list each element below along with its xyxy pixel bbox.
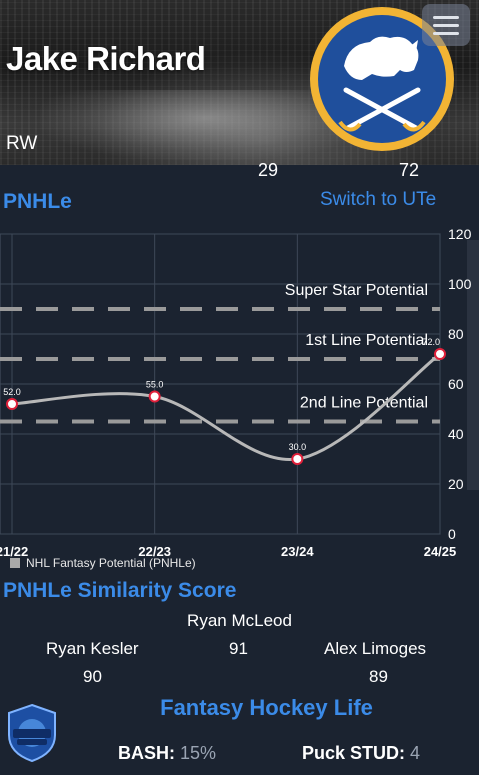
data-label: 55.0: [146, 380, 164, 390]
pnhle-section-title: PNHLe: [3, 190, 72, 213]
player-header: Jake Richard RW: [0, 0, 479, 165]
puck-stud-stat: Puck STUD: 4: [302, 743, 420, 764]
data-label: 72.0: [422, 337, 440, 347]
pnhle-chart: 0 20 40 60 80 100 120 21/22 22/23 23/24 24/25 Super…: [0, 222, 479, 562]
x-tick-label: 24/25: [424, 544, 457, 559]
hamburger-icon-line: [433, 31, 459, 35]
similarity-section-title: PNHLe Similarity Score: [3, 579, 237, 602]
legend-label: NHL Fantasy Potential (PNHLe): [26, 556, 196, 570]
fantasy-hockey-life-logo: [8, 703, 56, 763]
y-tick-label: 0: [448, 526, 456, 542]
bash-stat: BASH: 15%: [118, 743, 216, 764]
reference-line-label: 2nd Line Potential: [300, 395, 428, 412]
series-line: [11, 352, 441, 462]
data-point: [148, 390, 161, 403]
chart-legend: NHL Fantasy Potential (PNHLe): [10, 556, 196, 570]
similar-player-left-score: 90: [83, 667, 102, 686]
hamburger-icon-line: [433, 23, 459, 27]
x-tick-label: 21/22: [0, 544, 28, 559]
similar-player-right-name: Alex Limoges: [324, 639, 427, 658]
data-point: [434, 348, 446, 360]
legend-swatch: [10, 558, 20, 568]
bash-value: 15%: [180, 743, 217, 763]
similar-player-top-name: Ryan McLeod: [187, 611, 292, 630]
y-tick-label: 120: [448, 226, 472, 242]
data-label: 30.0: [289, 442, 307, 452]
reference-line-label: 1st Line Potential: [305, 332, 428, 349]
player-position: RW: [6, 133, 38, 154]
header-stat-right: 72: [399, 160, 420, 180]
switch-to-ute-button[interactable]: Switch to UTe: [320, 189, 437, 210]
data-point: [6, 398, 18, 410]
brand-title: Fantasy Hockey Life: [160, 695, 373, 720]
side-scrollbar[interactable]: [467, 240, 479, 490]
x-tick-label: 22/23: [138, 544, 171, 559]
header-stat-left: 29: [258, 160, 279, 180]
menu-button[interactable]: [422, 4, 470, 46]
player-name: Jake Richard: [6, 40, 206, 77]
data-label: 52.0: [3, 387, 21, 397]
puck-stud-label: Puck STUD:: [302, 743, 406, 763]
puck-stud-value: 4: [410, 743, 421, 763]
similar-player-left-name: Ryan Kesler: [46, 639, 139, 658]
bash-label: BASH:: [118, 743, 175, 763]
y-tick-label: 40: [448, 426, 464, 442]
data-point: [291, 453, 304, 465]
y-tick-label: 20: [448, 476, 464, 492]
reference-line-label: Super Star Potential: [285, 282, 428, 299]
similar-player-top-score: 91: [229, 639, 248, 658]
x-tick-label: 23/24: [281, 544, 314, 559]
hamburger-icon-line: [433, 15, 459, 19]
similar-player-right-score: 89: [369, 667, 388, 686]
y-tick-label: 60: [448, 376, 464, 392]
y-tick-label: 80: [448, 326, 464, 342]
y-tick-label: 100: [448, 276, 472, 292]
pnhle-line-chart: 0 20 40 60 80 100 120 21/22 22/23 23/24 24/25 Super…: [0, 226, 472, 559]
team-logo: [310, 7, 454, 151]
